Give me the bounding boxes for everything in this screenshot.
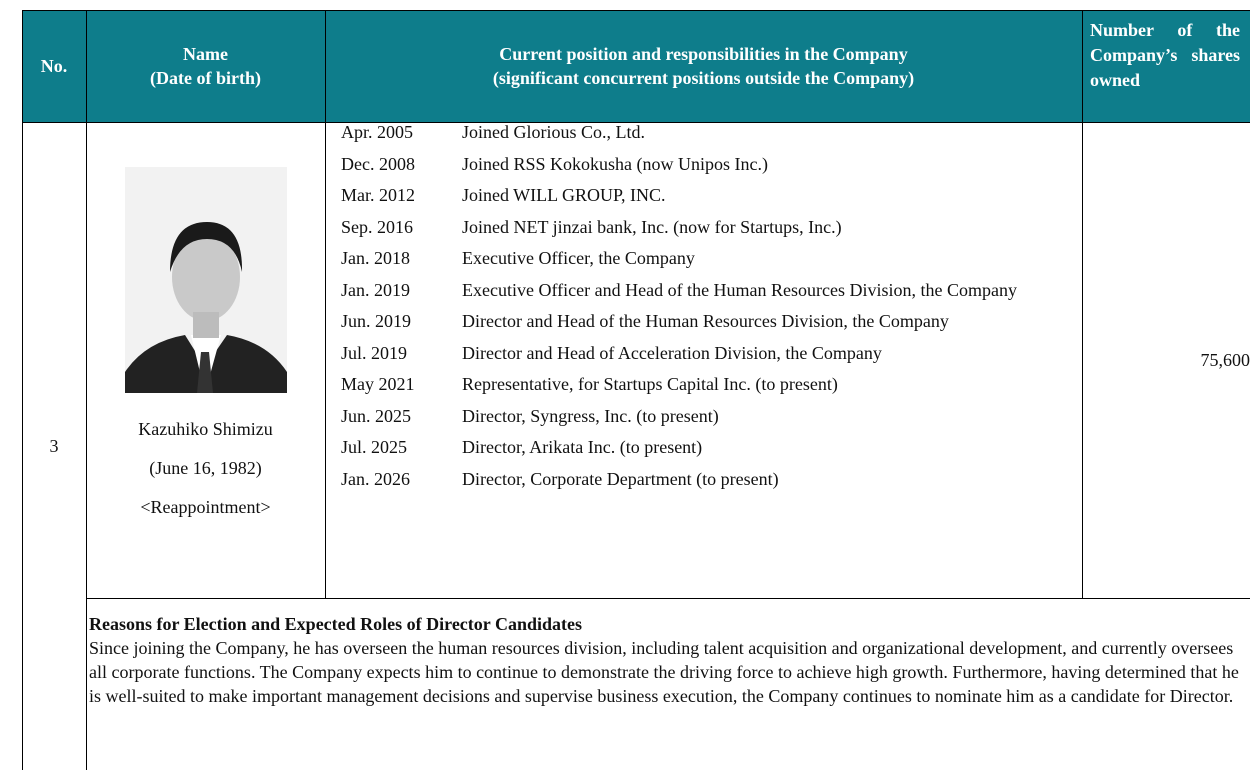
reasons-body: Since joining the Company, he has overse…: [89, 638, 1239, 706]
history-text: Director, Corporate Department (to prese…: [462, 468, 779, 489]
header-position-sub: (significant concurrent positions outsid…: [492, 68, 915, 88]
history-date: May 2021: [341, 374, 415, 394]
history-date: Jun. 2019: [341, 311, 412, 331]
header-no: No.: [22, 10, 86, 122]
candidate-name: Kazuhiko Shimizu: [138, 419, 273, 439]
candidate-no: 3: [49, 436, 59, 456]
history-row: Jul. 2025 Director, Arikata Inc. (to pres…: [341, 432, 1071, 464]
history-row: May 2021 Representative, for Startups Cap…: [341, 369, 1071, 401]
history-row: Mar. 2012 Joined WILL GROUP, INC.: [341, 180, 1071, 212]
history-text: Joined WILL GROUP, INC.: [462, 185, 666, 205]
history-date: Apr. 2005: [341, 122, 413, 142]
history-text: Director and Head of the Human Resources…: [462, 311, 949, 331]
history-text: Joined RSS Kokokusha (now Unipos Inc.): [462, 153, 768, 174]
candidate-info: Kazuhiko Shimizu (June 16, 1982) <Reappo…: [86, 410, 325, 527]
history-date: Jan. 2026: [341, 468, 410, 489]
history-text: Executive Officer and Head of the Human …: [462, 279, 1018, 300]
career-history: Apr. 2005 Joined Glorious Co., Ltd. Dec. 2…: [341, 117, 1071, 495]
border: [325, 10, 326, 598]
history-row: Jan. 2019 Executive Officer and Head of t…: [341, 275, 1071, 307]
history-text: Representative, for Startups Capital Inc…: [462, 374, 838, 394]
history-row: Jan. 2018 Executive Officer, the Company: [341, 243, 1071, 275]
history-date: Sep. 2016: [341, 216, 413, 237]
history-text: Executive Officer, the Company: [462, 248, 695, 268]
header-position: Current position and responsibilities in…: [325, 10, 1082, 122]
history-row: Apr. 2005 Joined Glorious Co., Ltd.: [341, 117, 1071, 149]
history-row: Dec. 2008 Joined RSS Kokokusha (now Unipo…: [341, 149, 1071, 181]
border: [22, 10, 23, 770]
border: [22, 122, 1250, 123]
candidate-birth: (June 16, 1982): [149, 458, 262, 478]
candidate-photo: [125, 167, 287, 393]
candidate-status: <Reappointment>: [140, 497, 271, 517]
history-text: Joined Glorious Co., Ltd.: [462, 122, 645, 142]
history-row: Sep. 2016 Joined NET jinzai bank, Inc. (n…: [341, 212, 1071, 244]
history-date: Mar. 2012: [341, 185, 415, 205]
border: [22, 10, 1250, 11]
history-row: Jun. 2025 Director, Syngress, Inc. (to pr…: [341, 401, 1071, 433]
history-text: Joined NET jinzai bank, Inc. (now for St…: [462, 216, 842, 237]
border: [1082, 10, 1083, 598]
history-date: Jul. 2019: [341, 342, 408, 363]
history-text: Director and Head of Acceleration Divisi…: [462, 342, 882, 363]
header-shares: Number of the Company’s shares owned: [1090, 18, 1240, 93]
history-row: Jun. 2019 Director and Head of the Human …: [341, 306, 1071, 338]
header-name-text: Name: [183, 44, 228, 64]
header-birth-text: (Date of birth): [150, 68, 261, 88]
history-text: Director, Syngress, Inc. (to present): [462, 405, 719, 426]
header-name: Name (Date of birth): [86, 10, 325, 122]
history-row: Jul. 2019 Director and Head of Accelerati…: [341, 338, 1071, 370]
reasons-title: Reasons for Election and Expected Roles …: [89, 614, 582, 634]
border: [86, 10, 87, 770]
history-date: Jan. 2019: [341, 279, 410, 300]
header-position-text: Current position and responsibilities in…: [499, 44, 908, 64]
history-date: Jan. 2018: [341, 248, 410, 268]
history-date: Dec. 2008: [341, 153, 415, 174]
history-row: Jan. 2026 Director, Corporate Department …: [341, 464, 1071, 496]
border: [86, 598, 1250, 599]
reasons: Reasons for Election and Expected Roles …: [89, 612, 1239, 708]
history-date: Jun. 2025: [341, 405, 412, 426]
history-date: Jul. 2025: [341, 437, 408, 457]
history-text: Director, Arikata Inc. (to present): [462, 437, 703, 457]
shares-owned: 75,600: [1200, 349, 1250, 370]
